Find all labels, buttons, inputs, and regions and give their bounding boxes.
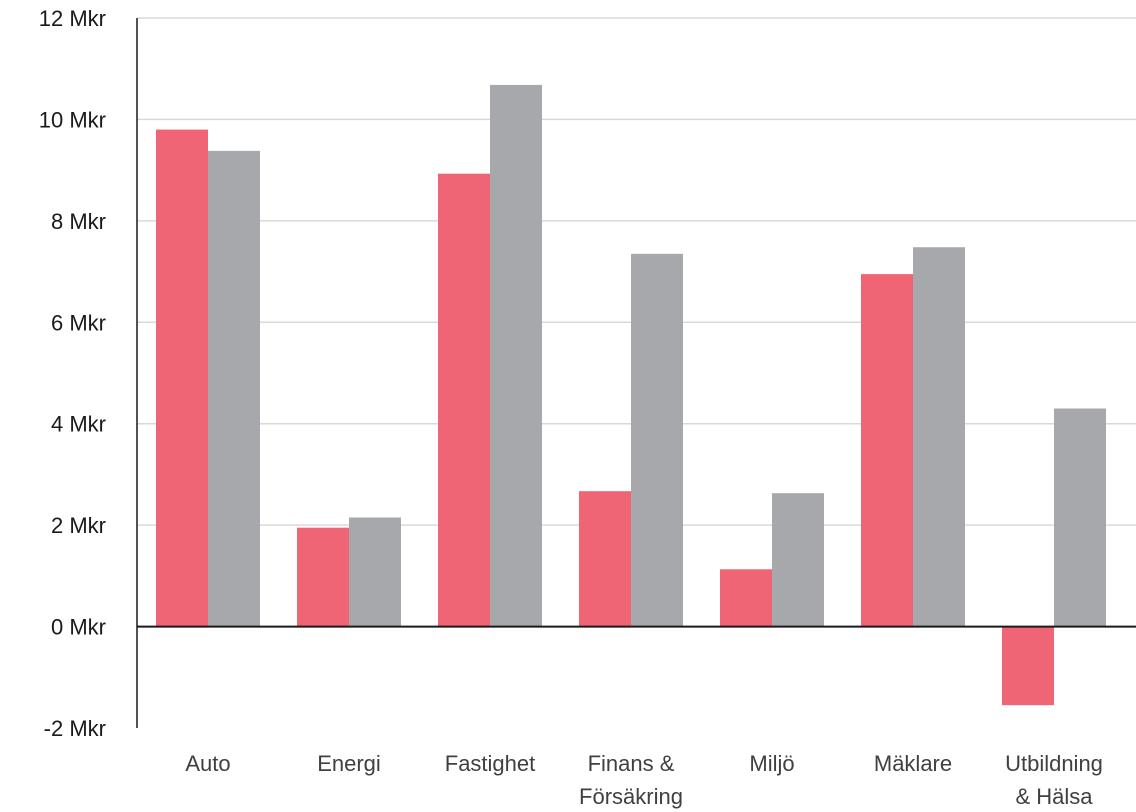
x-category-label: Fastighet — [445, 751, 536, 776]
bar-series-2 — [208, 150, 260, 627]
x-category-label: Mäklare — [874, 751, 952, 776]
y-tick-label: 2 Mkr — [51, 513, 106, 538]
y-tick-label: 8 Mkr — [51, 209, 106, 234]
x-category-label: Auto — [185, 751, 230, 776]
bar-series-2 — [490, 84, 542, 627]
bars — [156, 84, 1106, 706]
x-category-label: Utbildning — [1005, 751, 1103, 776]
bar-series-2 — [772, 493, 824, 627]
bar-series-1 — [438, 173, 490, 627]
x-category-label: Miljö — [749, 751, 794, 776]
bar-series-1 — [861, 274, 913, 627]
bar-series-2 — [1054, 408, 1106, 627]
y-tick-label: -2 Mkr — [44, 716, 106, 741]
bar-series-1 — [156, 129, 208, 627]
x-category-label: Energi — [317, 751, 381, 776]
bar-series-1 — [297, 527, 349, 627]
y-tick-label: 12 Mkr — [39, 6, 106, 31]
y-tick-label: 6 Mkr — [51, 310, 106, 335]
bar-series-1 — [1002, 626, 1054, 706]
bar-series-1 — [579, 491, 631, 627]
x-axis-category-labels: Auto Energi Fastighet Finans & Försäkring Mil… — [185, 751, 1103, 809]
x-category-label: Finans & — [588, 751, 675, 776]
y-axis-tick-labels: 12 Mkr 10 Mkr 8 Mkr 6 Mkr 4 Mkr 2 Mkr 0 Mkr -2 … — [39, 6, 106, 741]
axes — [136, 18, 1136, 728]
x-category-label: & Hälsa — [1015, 784, 1093, 809]
x-category-label: Försäkring — [579, 784, 683, 809]
bar-series-2 — [913, 247, 965, 627]
bar-series-1 — [720, 569, 772, 627]
bar-series-2 — [349, 517, 401, 627]
y-tick-label: 4 Mkr — [51, 412, 106, 437]
bar-series-2 — [631, 253, 683, 627]
y-tick-label: 10 Mkr — [39, 107, 106, 132]
y-tick-label: 0 Mkr — [51, 615, 106, 640]
